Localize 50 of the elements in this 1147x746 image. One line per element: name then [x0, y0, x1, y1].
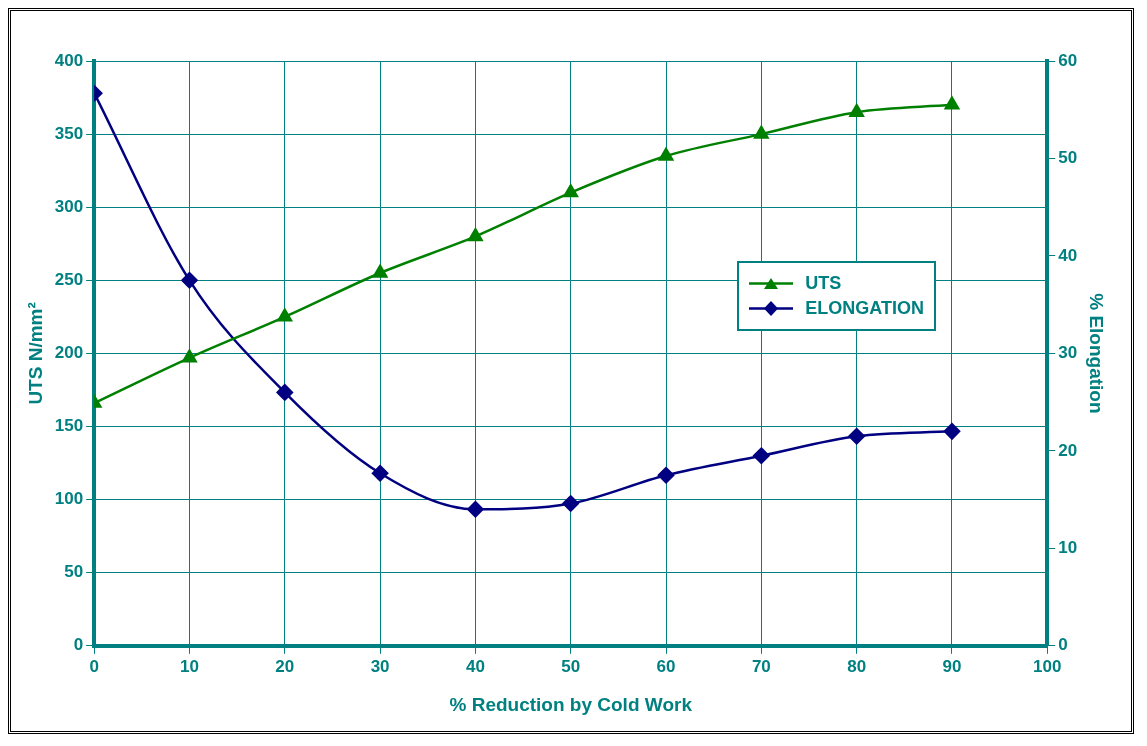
point — [563, 184, 579, 198]
y2-tick-label: 0 — [1058, 635, 1068, 655]
point — [848, 428, 865, 445]
point — [181, 272, 198, 289]
x-axis-title: % Reduction by Cold Work — [449, 693, 693, 715]
point — [182, 349, 197, 363]
point — [562, 495, 579, 512]
point — [657, 466, 675, 484]
point — [467, 501, 484, 518]
x-tick-label: 60 — [656, 656, 676, 676]
legend-label: ELONGATION — [805, 298, 924, 319]
y-axis-title: UTS N/mm² — [24, 302, 46, 405]
point — [468, 228, 483, 242]
y-tick-label: 150 — [54, 416, 84, 436]
x-tick-label: 80 — [847, 656, 867, 676]
x-tick-label: 30 — [370, 656, 390, 676]
point — [944, 96, 960, 110]
x-tick-label: 40 — [465, 656, 485, 676]
y2-tick-label: 10 — [1058, 538, 1078, 558]
y2-tick-label: 40 — [1058, 245, 1078, 265]
point — [372, 264, 388, 278]
y-tick-label: 300 — [54, 196, 84, 216]
x-tick-label: 10 — [180, 656, 199, 676]
point — [754, 125, 769, 139]
x-tick-label: 100 — [1033, 656, 1062, 676]
point — [943, 423, 961, 440]
y2-tick-label: 60 — [1058, 50, 1078, 70]
point — [276, 384, 294, 401]
y2-tick-label: 30 — [1058, 343, 1078, 363]
x-tick-label: 50 — [561, 656, 581, 676]
y-tick-label: 0 — [73, 635, 84, 655]
point — [371, 465, 389, 482]
point — [849, 103, 864, 117]
y-tick-label: 350 — [54, 123, 84, 143]
y-tick-label: 100 — [54, 489, 84, 509]
point — [277, 308, 293, 322]
point — [658, 147, 674, 161]
y-tick-label: 250 — [54, 269, 84, 289]
point — [753, 447, 770, 464]
y-tick-label: 400 — [54, 50, 84, 70]
x-tick-label: 70 — [751, 656, 771, 676]
x-tick-label: 90 — [942, 656, 962, 676]
x-tick-label: 0 — [89, 656, 99, 676]
y-tick-label: 50 — [64, 562, 84, 582]
y2-tick-label: 50 — [1058, 148, 1078, 168]
y-tick-label: 200 — [54, 343, 84, 363]
y2-axis-title: % Elongation — [1086, 293, 1108, 414]
legend-label: UTS — [805, 273, 842, 294]
x-tick-label: 20 — [275, 656, 295, 676]
y2-tick-label: 20 — [1058, 440, 1078, 460]
